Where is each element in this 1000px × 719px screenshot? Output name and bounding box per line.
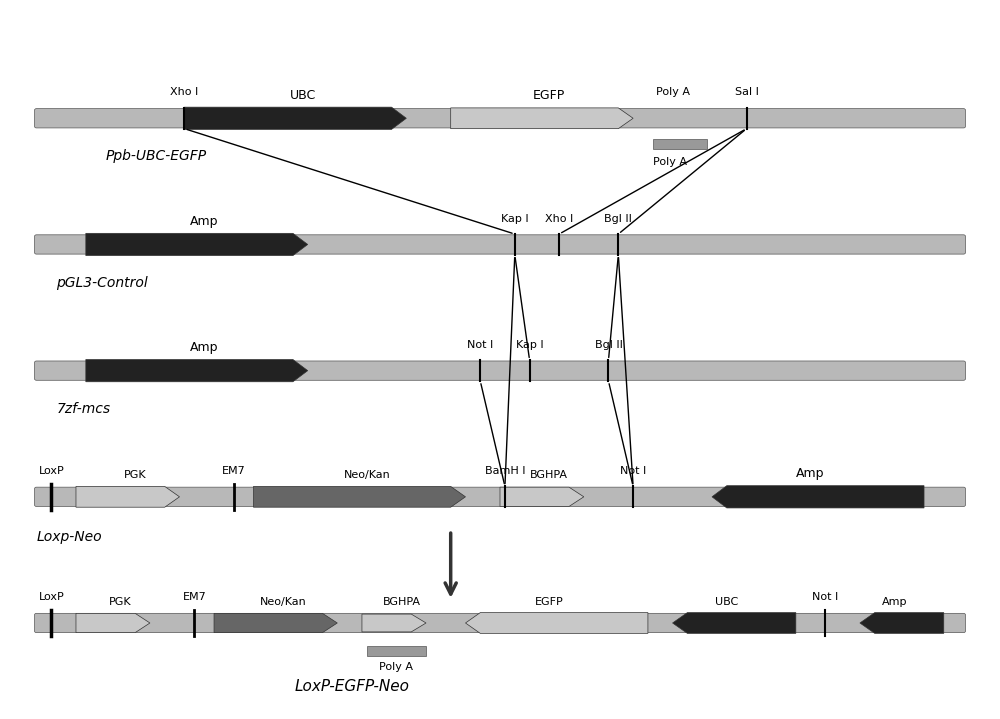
Text: EGFP: EGFP bbox=[535, 597, 564, 607]
Text: Not I: Not I bbox=[620, 466, 646, 476]
Text: Xho I: Xho I bbox=[170, 88, 199, 98]
Text: Bgl II: Bgl II bbox=[595, 340, 622, 350]
Text: UBC: UBC bbox=[715, 597, 738, 607]
Text: LoxP: LoxP bbox=[38, 466, 64, 476]
Text: EM7: EM7 bbox=[222, 466, 246, 476]
FancyArrow shape bbox=[86, 360, 308, 382]
FancyArrow shape bbox=[253, 487, 465, 507]
Text: BGHPA: BGHPA bbox=[530, 470, 568, 480]
Text: Bgl II: Bgl II bbox=[604, 214, 632, 224]
Text: pGL3-Control: pGL3-Control bbox=[56, 275, 148, 290]
Text: Neo/Kan: Neo/Kan bbox=[260, 597, 306, 607]
Bar bbox=[367, 646, 426, 656]
Text: Xho I: Xho I bbox=[545, 214, 573, 224]
Text: BamH I: BamH I bbox=[485, 466, 525, 476]
Text: Loxp-Neo: Loxp-Neo bbox=[37, 530, 102, 544]
FancyArrow shape bbox=[86, 234, 308, 255]
Text: EM7: EM7 bbox=[182, 592, 206, 603]
Text: Amp: Amp bbox=[882, 597, 907, 607]
Text: LoxP: LoxP bbox=[38, 592, 64, 603]
Text: Neo/Kan: Neo/Kan bbox=[344, 470, 390, 480]
FancyArrow shape bbox=[500, 487, 584, 506]
FancyArrow shape bbox=[184, 107, 406, 129]
Text: 7zf-mcs: 7zf-mcs bbox=[56, 402, 110, 416]
Text: BGHPA: BGHPA bbox=[382, 597, 420, 607]
FancyBboxPatch shape bbox=[35, 235, 965, 254]
Text: Poly A: Poly A bbox=[653, 157, 687, 167]
FancyArrow shape bbox=[214, 613, 337, 633]
Text: Poly A: Poly A bbox=[379, 662, 413, 672]
Text: Not I: Not I bbox=[812, 592, 839, 603]
FancyArrow shape bbox=[451, 108, 633, 129]
FancyBboxPatch shape bbox=[35, 613, 965, 633]
FancyBboxPatch shape bbox=[35, 109, 965, 128]
FancyArrow shape bbox=[76, 487, 180, 507]
FancyArrow shape bbox=[465, 613, 648, 633]
FancyArrow shape bbox=[673, 613, 796, 633]
FancyBboxPatch shape bbox=[35, 487, 965, 506]
FancyArrow shape bbox=[712, 485, 924, 508]
Text: EGFP: EGFP bbox=[533, 89, 565, 102]
Text: Not I: Not I bbox=[467, 340, 493, 350]
Text: Amp: Amp bbox=[796, 467, 825, 480]
Text: Amp: Amp bbox=[190, 342, 218, 354]
Text: Amp: Amp bbox=[190, 215, 218, 228]
Text: PGK: PGK bbox=[109, 597, 132, 607]
Text: Kap I: Kap I bbox=[501, 214, 529, 224]
FancyArrow shape bbox=[362, 614, 426, 632]
Text: UBC: UBC bbox=[290, 89, 316, 102]
FancyArrow shape bbox=[860, 613, 944, 633]
Text: Ppb-UBC-EGFP: Ppb-UBC-EGFP bbox=[106, 150, 207, 163]
FancyArrow shape bbox=[76, 613, 150, 633]
FancyBboxPatch shape bbox=[35, 361, 965, 380]
Text: Kap I: Kap I bbox=[516, 340, 543, 350]
Text: PGK: PGK bbox=[124, 470, 146, 480]
Text: Sal I: Sal I bbox=[735, 88, 758, 98]
Text: LoxP-EGFP-Neo: LoxP-EGFP-Neo bbox=[295, 679, 410, 694]
Text: Poly A: Poly A bbox=[656, 88, 690, 98]
Bar bbox=[653, 139, 707, 149]
